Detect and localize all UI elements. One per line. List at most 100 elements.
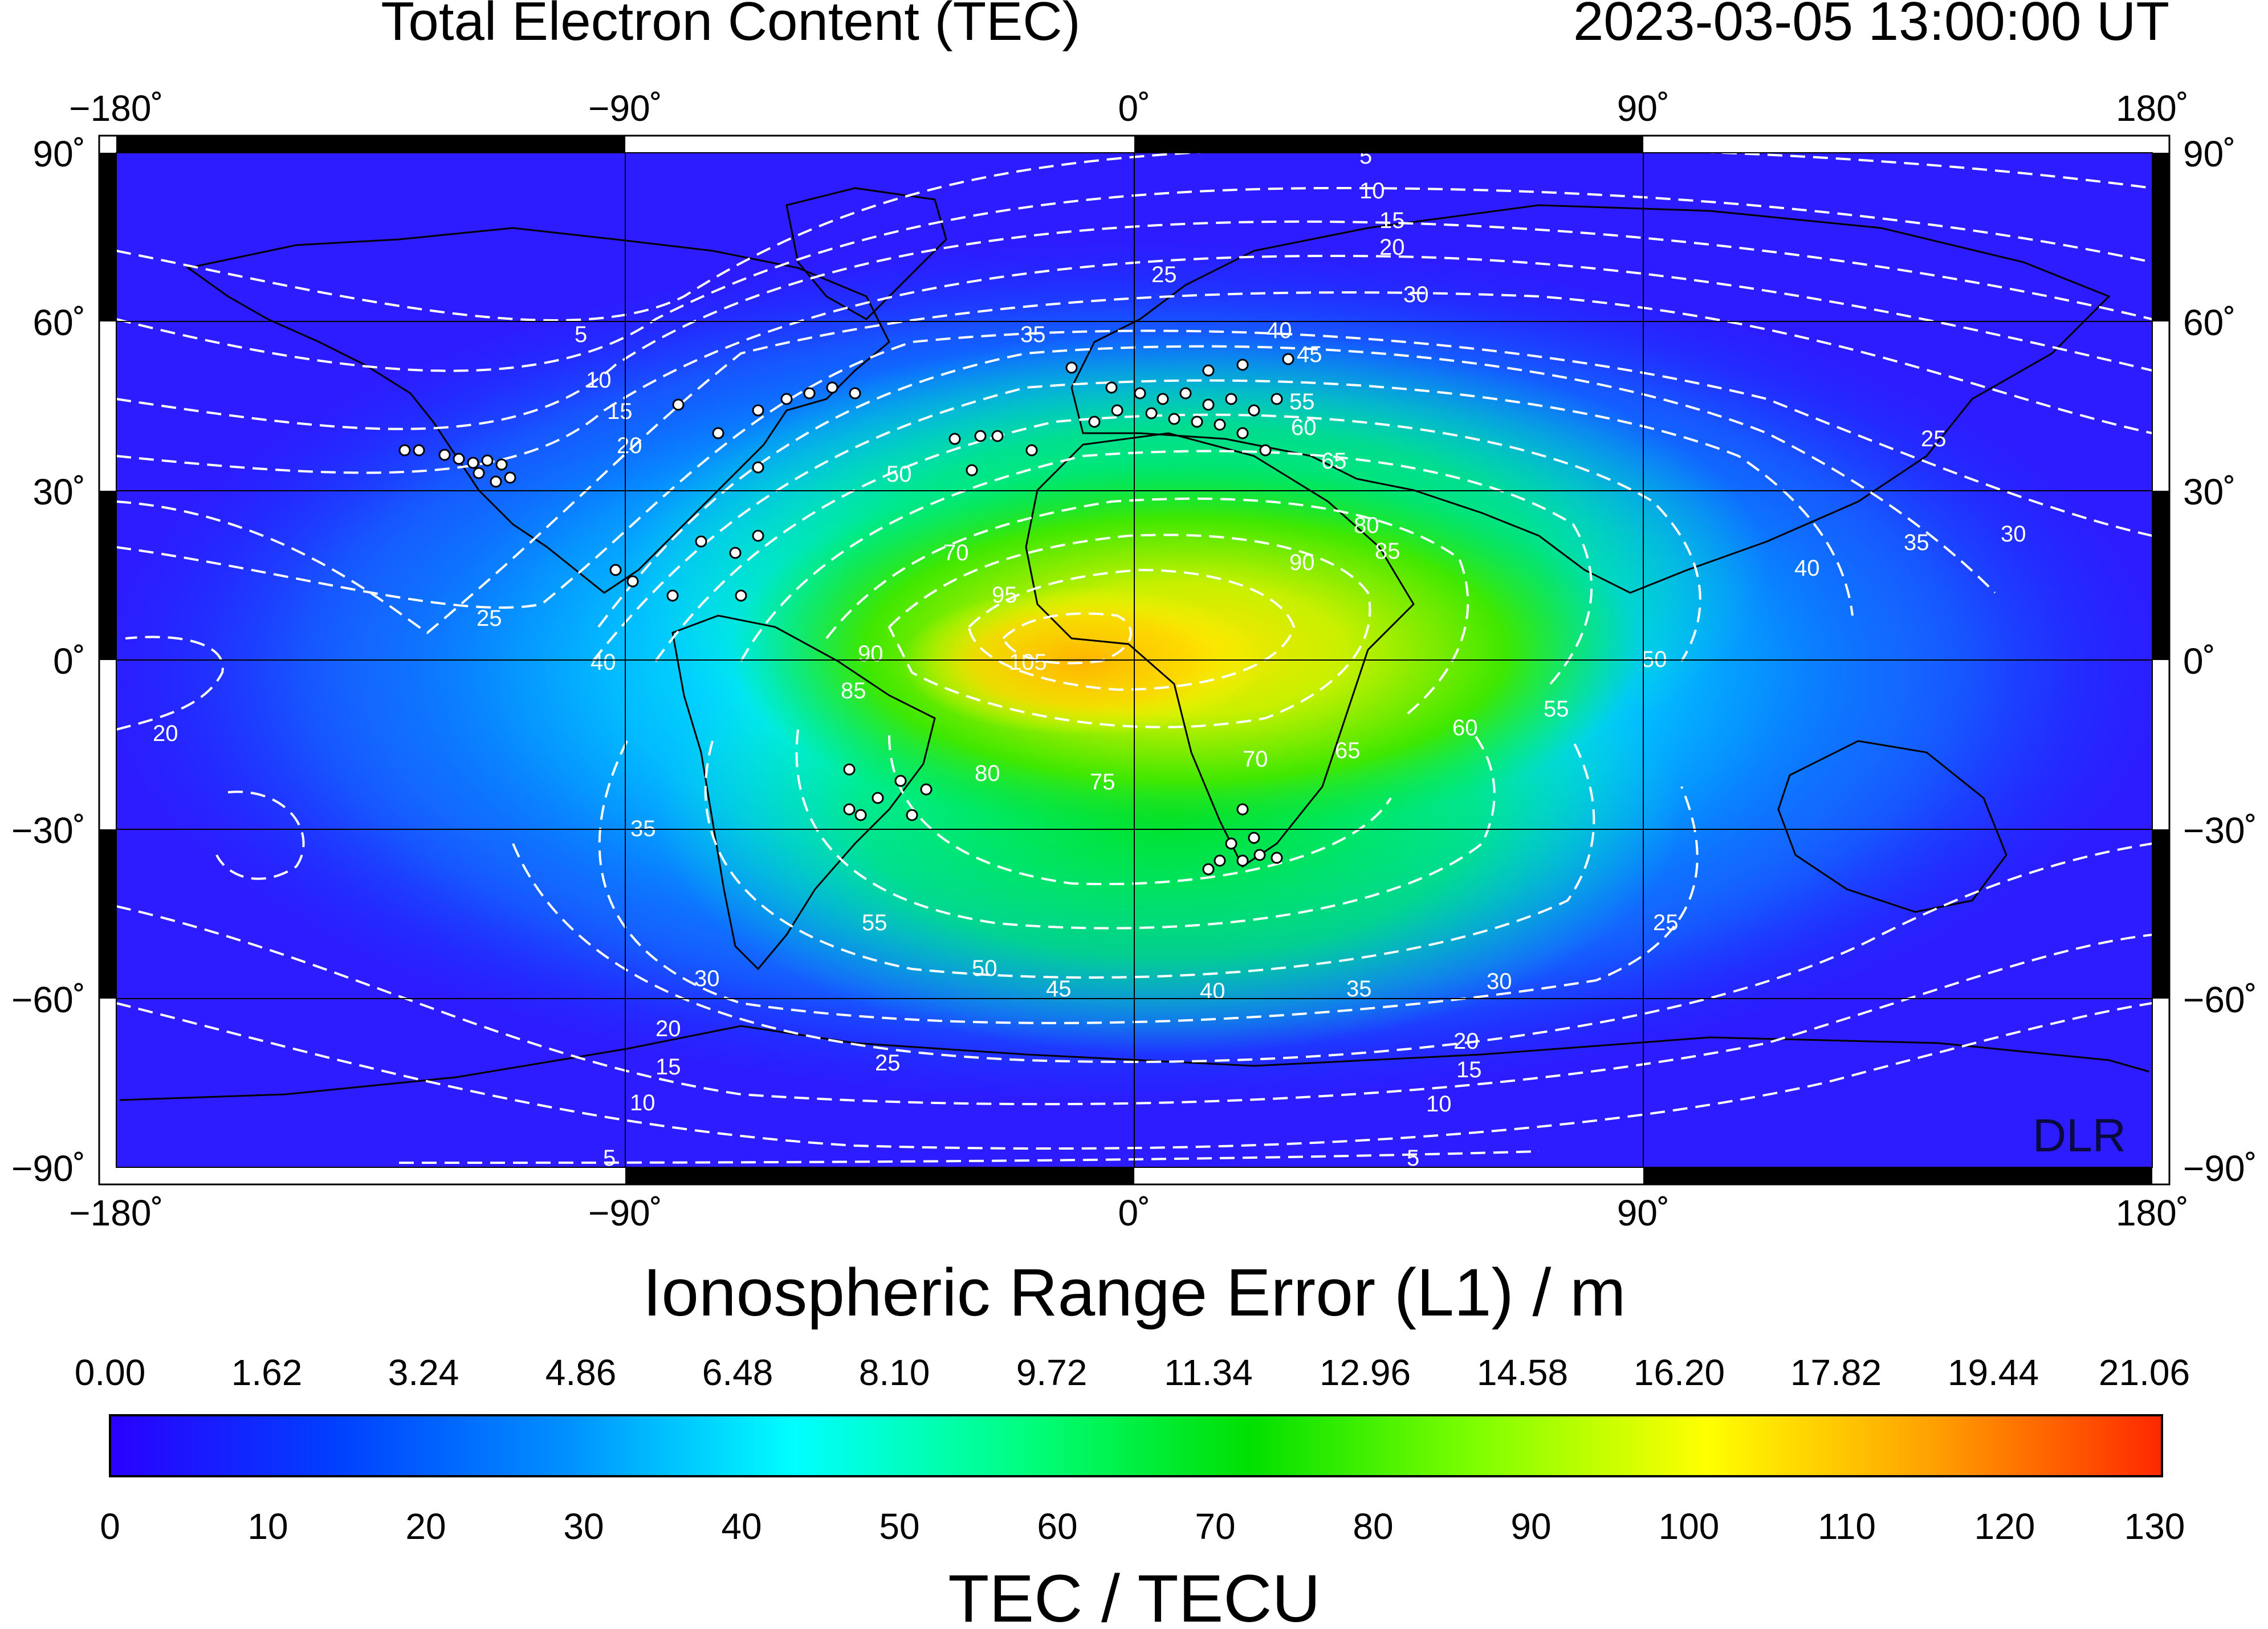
map-title: Total Electron Content (TEC) [381, 0, 1080, 52]
contour-30-south [512, 842, 2152, 1064]
contour-label-50a: 50 [886, 462, 912, 487]
range-error-tick: 14.58 [1477, 1352, 1568, 1393]
contour-label-15d: 15 [655, 1054, 681, 1080]
latitude-labels-left: 90˚ 60˚ 30˚ 0˚ −30˚ −60˚ −90˚ [11, 133, 85, 1189]
graticule [116, 153, 2152, 1167]
contour-label-30b: 30 [2001, 522, 2026, 547]
station-marker [495, 458, 508, 471]
lon-label: −180˚ [69, 88, 163, 129]
range-error-tick: 0.00 [75, 1352, 146, 1393]
contour-65-south [888, 735, 1392, 886]
range-error-tick: 9.72 [1016, 1352, 1088, 1393]
station-marker [626, 575, 639, 588]
station-marker [1253, 849, 1266, 861]
contour-label-75: 75 [1090, 769, 1115, 795]
station-marker [1236, 359, 1249, 371]
station-marker [1191, 416, 1203, 428]
greenland-coast [785, 187, 947, 320]
station-marker [1179, 387, 1192, 400]
contour-label-25b: 25 [1921, 426, 1947, 451]
station-marker [780, 393, 793, 405]
station-marker [948, 433, 961, 445]
station-marker [752, 461, 764, 474]
lon-label: 0˚ [1118, 1192, 1151, 1233]
range-error-tick: 21.06 [2099, 1352, 2190, 1393]
contour-label-25c: 25 [477, 606, 502, 631]
lat-label: 0˚ [53, 641, 85, 682]
range-error-tick: 6.48 [702, 1352, 773, 1393]
frame-bar-top-1 [116, 136, 625, 153]
lat-label: 60˚ [33, 302, 86, 343]
lat-label: 90˚ [2183, 133, 2236, 174]
station-marker [1088, 416, 1101, 428]
contour-label-40a: 40 [1267, 318, 1292, 343]
range-error-tick: 1.62 [231, 1352, 303, 1393]
range-error-tick: 8.10 [859, 1352, 930, 1393]
station-marker [1111, 404, 1123, 417]
station-marker [1282, 353, 1294, 365]
tec-tick: 0 [100, 1506, 120, 1547]
lon-label: 180˚ [2116, 1192, 2189, 1233]
range-error-ticks: 0.00 1.62 3.24 4.86 6.48 8.10 9.72 11.34… [75, 1352, 2190, 1393]
station-marker [974, 430, 987, 442]
contour-label-50c: 50 [972, 956, 997, 981]
contour-label-5b: 5 [1407, 1146, 1419, 1171]
lat-label: −30˚ [2183, 810, 2257, 851]
station-marker [843, 803, 856, 816]
range-error-tick: 11.34 [1164, 1352, 1252, 1393]
contour-label-10f: 10 [586, 368, 612, 393]
range-error-tick: 17.82 [1790, 1352, 1882, 1393]
tec-tick: 70 [1195, 1506, 1235, 1547]
lat-label: −30˚ [11, 810, 85, 851]
range-error-tick: 3.24 [388, 1352, 459, 1393]
station-marker [1271, 393, 1283, 405]
station-marker [894, 775, 907, 787]
station-marker [481, 454, 494, 467]
africa-coast [1025, 432, 1415, 868]
contour-60 [740, 450, 1593, 685]
lat-label: 30˚ [33, 471, 86, 512]
contour-45-south [704, 740, 1595, 979]
contour-label-35b: 35 [1904, 530, 1929, 555]
contour-label-20d: 20 [655, 1016, 681, 1041]
contour-label-40d: 40 [1200, 979, 1225, 1004]
contour-label-85b: 85 [841, 678, 866, 703]
longitude-labels-bottom: −180˚ −90˚ 0˚ 90˚ 180˚ [69, 1192, 2189, 1233]
station-marker [752, 404, 764, 417]
contour-label-70b: 70 [1243, 747, 1268, 772]
frame-bar-top-2 [1134, 136, 1643, 153]
colorbar-gradient [109, 1414, 2163, 1477]
station-marker [1236, 803, 1249, 816]
tec-ticks: 0 10 20 30 40 50 60 70 80 90 100 110 120… [100, 1506, 2185, 1547]
tec-field-max [901, 587, 1265, 735]
tec-tick: 10 [247, 1506, 288, 1547]
contour-label-20f: 20 [617, 433, 642, 458]
lon-label: 90˚ [1617, 1192, 1670, 1233]
contour-label-15f: 15 [607, 399, 633, 424]
station-marker [1145, 407, 1158, 420]
contour-label-65b: 65 [1335, 738, 1361, 763]
contour-80 [887, 534, 1371, 728]
contour-label-80b: 80 [975, 761, 1000, 786]
station-marker [609, 564, 622, 576]
contour-5-south [398, 1150, 1540, 1164]
tec-tick: 40 [721, 1506, 762, 1547]
station-marker [872, 792, 884, 804]
lon-label: −90˚ [588, 88, 662, 129]
colorbar: Ionospheric Range Error (L1) / m 0.00 1.… [75, 1255, 2190, 1629]
contour-label-55b: 55 [1544, 697, 1569, 722]
tec-tick: 60 [1037, 1506, 1077, 1547]
contour-label-55a: 55 [1289, 389, 1315, 414]
contour-label-20c: 20 [153, 721, 178, 746]
coastlines [119, 187, 2149, 1101]
station-marker [1025, 444, 1038, 457]
lat-label: −90˚ [11, 1148, 85, 1189]
contour-label-55c: 55 [862, 910, 887, 935]
contour-label-45c: 45 [1046, 976, 1072, 1001]
eurasia-coast [1070, 204, 2111, 594]
tec-tick: 80 [1353, 1506, 1393, 1547]
map-timestamp: 2023-03-05 13:00:00 UT [1573, 0, 2169, 52]
contour-20-north [116, 254, 2152, 474]
tec-tick: 20 [405, 1506, 446, 1547]
contour-label-105: 105 [1009, 650, 1047, 675]
